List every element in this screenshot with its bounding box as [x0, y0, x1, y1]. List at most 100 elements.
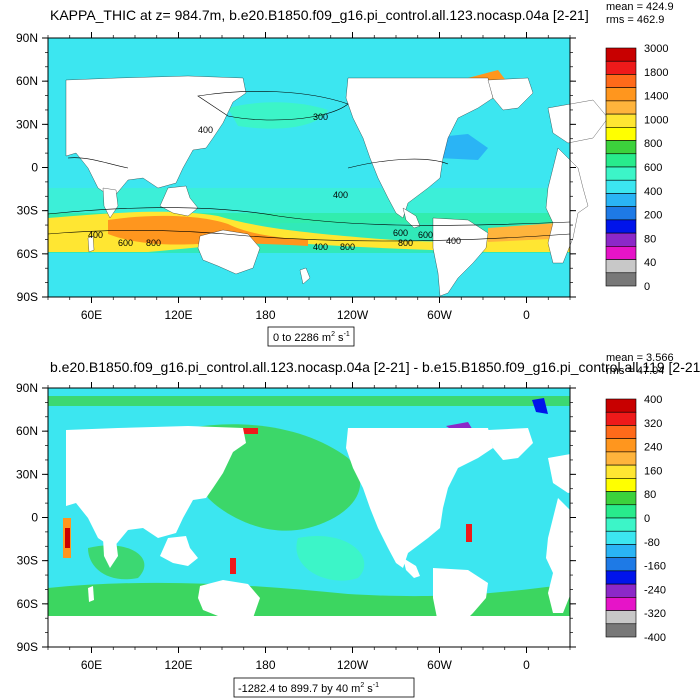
- y-tick-label: 30N: [16, 467, 38, 481]
- colorbar-swatch: [605, 557, 637, 572]
- contour-label: 800: [398, 238, 413, 248]
- colorbar-label: 3000: [644, 43, 668, 55]
- contour-label: 800: [146, 238, 161, 248]
- colorbar-swatch: [605, 153, 637, 168]
- colorbar-label: 160: [644, 465, 662, 477]
- colorbar-label: 200: [644, 210, 662, 222]
- colorbar-swatch: [605, 127, 637, 141]
- contour-label: 400: [446, 236, 461, 246]
- colorbar-label: -240: [644, 584, 666, 596]
- y-tick-label: 90N: [16, 31, 38, 45]
- colorbar-swatch: [605, 398, 637, 413]
- colorbar-label: 600: [644, 162, 662, 174]
- colorbar-swatch: [605, 597, 637, 611]
- colorbar-label: 800: [644, 138, 662, 150]
- colorbar-swatch: [605, 491, 637, 506]
- panel-top-mean: mean = 424.9: [606, 1, 674, 13]
- panel-bottom-axes: 60E 120E 180 120W 60W 0 90N 60N 30N 0 30S 60S 90S: [16, 381, 576, 672]
- colorbar-swatch: [605, 623, 637, 638]
- x-tick-label: 120W: [337, 308, 369, 322]
- colorbar-swatch: [605, 411, 637, 426]
- y-tick-label: 90S: [17, 290, 38, 304]
- y-tick-label: 0: [31, 511, 38, 525]
- colorbar-swatch: [605, 583, 637, 598]
- colorbar-label: 240: [644, 442, 662, 454]
- panel-bottom-spac: [296, 536, 365, 581]
- panel-top-acc-core: [108, 215, 308, 246]
- contour-label: 600: [118, 238, 133, 248]
- colorbar-label: 1800: [644, 67, 668, 79]
- y-tick-label: 30S: [17, 554, 38, 568]
- x-tick-label: 180: [255, 658, 275, 672]
- colorbar-label: 1400: [644, 91, 668, 103]
- panel-bottom-cold-2: [532, 398, 548, 414]
- panel-bottom-rms: rms = 47.04: [606, 365, 664, 377]
- colorbar-swatch: [605, 140, 637, 155]
- colorbar-swatch: [605, 206, 637, 221]
- x-tick-label: 120E: [164, 658, 192, 672]
- colorbar-swatch: [605, 464, 637, 479]
- x-tick-label: 120W: [337, 658, 369, 672]
- colorbar-label: 400: [644, 186, 662, 198]
- panel-bottom-indian: [88, 545, 145, 580]
- panel-bottom-range-frame: [233, 677, 415, 698]
- y-tick-label: 90S: [17, 640, 38, 654]
- panel-bottom-map: [47, 387, 608, 648]
- colorbar-label: 1000: [644, 114, 668, 126]
- panel-top-range-box: 0 to 2286 m2 s-1: [267, 326, 355, 347]
- colorbar-swatch: [605, 60, 637, 75]
- colorbar-swatch: [605, 113, 637, 128]
- contour-label: 400: [88, 230, 103, 240]
- x-tick-label: 60W: [427, 308, 452, 322]
- colorbar-swatch: [605, 570, 637, 585]
- panel-bottom-arctic-strip: [48, 396, 570, 406]
- y-tick-label: 30N: [16, 117, 38, 131]
- panel-top-npac: [228, 102, 328, 129]
- colorbar-swatch: [605, 47, 637, 62]
- colorbar-label: 80: [644, 233, 656, 245]
- panel-top-rms: rms = 462.9: [606, 14, 664, 26]
- y-tick-label: 30S: [17, 204, 38, 218]
- panel-top-range-text: 0 to 2286 m2 s-1: [273, 331, 350, 344]
- y-tick-label: 60N: [16, 74, 38, 88]
- colorbar-swatch: [605, 193, 637, 207]
- panel-bottom-colorbar: 400 320 240 160 80 0 -80 -160 -240 -320 -400: [605, 394, 666, 644]
- panel-bottom-hot-3: [230, 558, 236, 574]
- contour-label: 600: [393, 228, 408, 238]
- colorbar-label: 0: [644, 513, 650, 525]
- colorbar-swatch: [605, 219, 637, 234]
- contour-label: 400: [333, 190, 348, 200]
- panel-top-axes: 60E 120E 180 120W 60W 0 90N 60N 30N 0 30S 60S 90S: [16, 31, 576, 322]
- y-tick-label: 0: [31, 161, 38, 175]
- colorbar-swatch: [605, 166, 637, 181]
- colorbar-swatch: [605, 478, 637, 492]
- x-tick-label: 60W: [427, 658, 452, 672]
- colorbar-swatch: [605, 232, 637, 247]
- panel-bottom-range-box: -1282.4 to 899.7 by 40 m2 s-1: [233, 677, 415, 698]
- colorbar-swatch: [605, 544, 637, 558]
- panel-top-contours: [47, 91, 571, 242]
- x-tick-label: 120E: [164, 308, 192, 322]
- y-tick-label: 60N: [16, 424, 38, 438]
- colorbar-label: 400: [644, 394, 662, 406]
- colorbar-swatch: [605, 246, 637, 260]
- colorbar-swatch: [605, 74, 637, 88]
- colorbar-label: -80: [644, 537, 660, 549]
- x-tick-label: 0: [523, 658, 530, 672]
- colorbar-label: 40: [644, 257, 656, 269]
- colorbar-swatch: [605, 259, 637, 274]
- colorbar-swatch: [605, 87, 637, 102]
- colorbar-swatch: [605, 100, 637, 115]
- panel-top: KAPPA_THIC at z= 984.7m, b.e20.B1850.f09…: [16, 1, 674, 347]
- colorbar-label: 80: [644, 489, 656, 501]
- colorbar-swatch: [605, 517, 637, 532]
- panel-bottom-hot-5: [243, 428, 258, 434]
- panel-bottom-title: b.e20.B1850.f09_g16.pi_control.all.123.n…: [50, 359, 700, 375]
- colorbar-swatch: [605, 438, 637, 453]
- panel-bottom: b.e20.B1850.f09_g16.pi_control.all.123.n…: [16, 352, 700, 698]
- contour-label: 400: [313, 242, 328, 252]
- contour-label: 300: [313, 112, 328, 122]
- x-tick-label: 0: [523, 308, 530, 322]
- panel-top-title: KAPPA_THIC at z= 984.7m, b.e20.B1850.f09…: [50, 7, 589, 23]
